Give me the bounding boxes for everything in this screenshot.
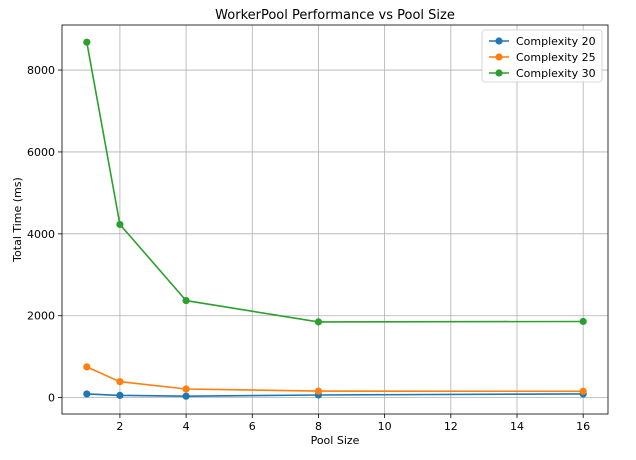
x-tick-label: 4	[183, 420, 190, 433]
data-point	[314, 387, 323, 395]
data-point	[314, 318, 323, 326]
data-point	[116, 220, 124, 229]
legend-item: Complexity 20	[489, 35, 596, 48]
series-2	[83, 363, 587, 395]
plot-frame	[61, 24, 609, 415]
series-3	[83, 38, 587, 326]
x-tick-label: 10	[378, 420, 392, 433]
data-point	[182, 296, 190, 305]
y-axis-label: Total Time (ms)	[11, 177, 24, 263]
data-point	[579, 387, 587, 395]
x-axis-ticks: 2 4 6 8 10 12 14 16	[116, 414, 590, 433]
x-tick-label: 8	[315, 420, 322, 433]
grid-lines	[62, 25, 608, 414]
y-tick-label: 2000	[27, 310, 55, 323]
data-point	[83, 38, 91, 46]
legend-marker	[495, 53, 503, 61]
legend-marker	[495, 37, 503, 45]
y-tick-label: 8000	[27, 64, 55, 77]
legend-marker	[495, 69, 503, 77]
x-tick-label: 6	[249, 420, 256, 433]
data-point	[579, 317, 587, 326]
data-point	[116, 391, 124, 399]
x-tick-label: 16	[576, 420, 590, 433]
data-point	[83, 363, 91, 371]
x-axis-label: Pool Size	[311, 434, 360, 447]
y-axis-ticks: 0 2000 4000 6000 8000	[27, 64, 62, 405]
data-point	[182, 385, 190, 393]
y-tick-label: 6000	[27, 146, 55, 159]
chart-title: WorkerPool Performance vs Pool Size	[215, 8, 455, 23]
y-tick-label: 0	[48, 392, 55, 405]
data-point	[83, 390, 91, 398]
legend-label: Complexity 30	[516, 67, 596, 80]
x-tick-label: 12	[444, 420, 458, 433]
legend: Complexity 20 Complexity 25 Complexity 30	[481, 29, 603, 83]
legend-item: Complexity 30	[489, 67, 596, 80]
x-tick-label: 14	[510, 420, 524, 433]
legend-box	[481, 29, 603, 83]
x-tick-label: 2	[116, 420, 123, 433]
y-tick-label: 4000	[27, 228, 55, 241]
series-layer	[83, 38, 587, 400]
legend-label: Complexity 20	[516, 35, 596, 48]
data-point	[116, 378, 124, 386]
data-point	[182, 392, 190, 400]
legend-item: Complexity 25	[489, 51, 596, 64]
legend-label: Complexity 25	[516, 51, 596, 64]
